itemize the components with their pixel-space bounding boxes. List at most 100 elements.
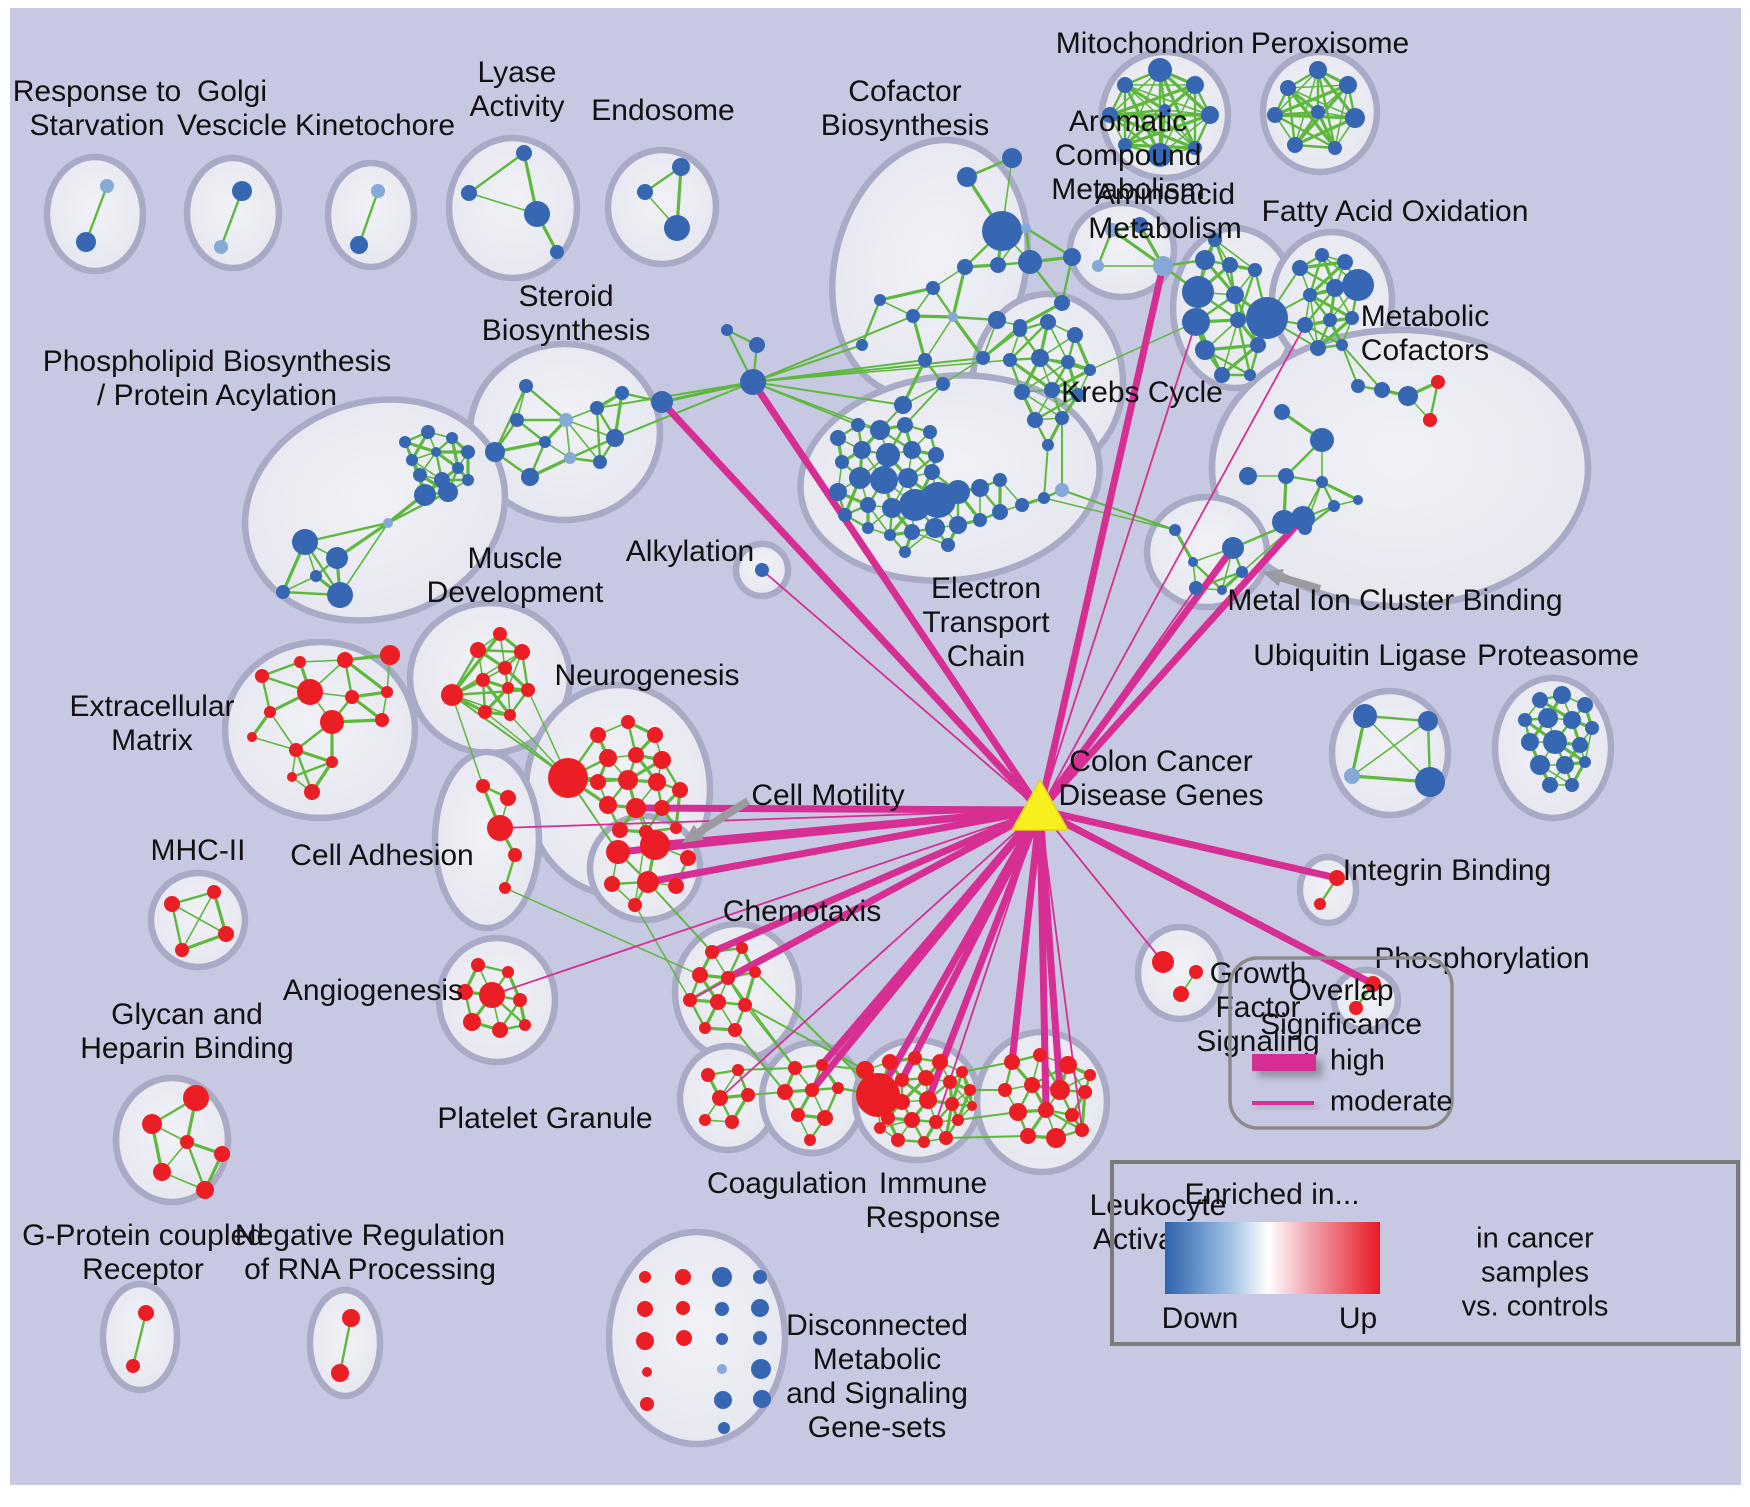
gene-set-node (988, 311, 1006, 329)
gene-set-node (668, 878, 684, 894)
gene-set-node (874, 1122, 886, 1134)
green-edge (752, 359, 926, 383)
cluster-ellipse-disconnected-gene-sets (605, 1228, 789, 1448)
gene-set-node (508, 848, 522, 862)
gene-set-node (471, 958, 485, 972)
gene-set-node (751, 1359, 771, 1379)
gene-set-node (936, 377, 950, 391)
gene-set-node (1353, 704, 1377, 728)
cluster-label-platelet-granule: Platelet Granule (437, 1102, 652, 1135)
gene-set-node (957, 167, 977, 187)
gene-set-node (973, 513, 987, 527)
gene-set-node (1013, 323, 1027, 337)
overlap-edge-high (924, 806, 1044, 1104)
gene-set-node (164, 896, 180, 912)
gene-set-node (516, 145, 532, 161)
green-edge-fatty-acid-oxidation (1308, 260, 1347, 297)
cluster-label-krebs-cycle: Krebs Cycle (1061, 376, 1223, 409)
gene-set-node (640, 1397, 654, 1411)
legend-high-label: high (1330, 1045, 1385, 1077)
gene-set-node (539, 436, 551, 448)
gene-set-node (1553, 686, 1571, 704)
gene-set-node (881, 1111, 895, 1125)
gene-set-node (297, 679, 323, 705)
green-edge-muscle-development (450, 688, 530, 697)
gene-set-node (1297, 317, 1313, 333)
cluster-ellipse-metabolic-cofactors (1208, 326, 1592, 610)
gene-set-node (1044, 382, 1060, 398)
gene-set-node (76, 232, 96, 252)
cluster-ellipse-lyase-activity (445, 134, 581, 282)
gene-set-node (956, 1066, 968, 1078)
gene-set-node (1182, 276, 1214, 308)
gene-set-node (640, 830, 670, 860)
cluster-label-aminoacid-metabolism: Aminoacid Metabolism (1088, 178, 1241, 245)
gene-set-node (1339, 76, 1357, 94)
gene-set-node (898, 468, 918, 488)
gene-set-node (342, 1309, 360, 1327)
gene-set-node (1105, 223, 1119, 237)
cluster-ellipse-phosphorylation (1330, 966, 1402, 1034)
cluster-label-metabolic-cofactors: Metabolic Cofactors (1361, 300, 1489, 367)
gene-set-node (1521, 733, 1539, 751)
gene-set-node (664, 215, 690, 241)
gene-set-node (498, 661, 512, 675)
green-edge-ubiquitin-ligase (1351, 720, 1429, 777)
legends: Overlap Significance high moderate Enriched … (1110, 956, 1740, 1346)
gene-set-node (1431, 375, 1445, 389)
green-edge-mitochondrion (1158, 68, 1197, 150)
cluster-label-metal-ion-cluster-binding: Metal Ion Cluster Binding (1227, 584, 1562, 617)
gene-set-node (894, 396, 912, 414)
gene-set-node (153, 1163, 171, 1181)
gene-set-node (304, 784, 320, 800)
cluster-ellipse-response-starvation (43, 153, 147, 275)
green-edge-phospholipid-protein-acylation (386, 490, 450, 525)
green-edge (957, 1111, 1019, 1121)
gene-set-node (1415, 767, 1445, 797)
green-edge-peroxisome (1294, 69, 1319, 146)
gene-set-node (1291, 506, 1315, 530)
gene-set-node (1182, 308, 1210, 336)
gene-set-node (1336, 339, 1348, 351)
cluster-label-coagulation: Coagulation (707, 1167, 867, 1200)
gene-set-node (1059, 1056, 1077, 1074)
gene-set-node (676, 1330, 692, 1346)
gene-set-node (327, 582, 353, 608)
gene-set-node (860, 497, 876, 513)
green-edge (945, 1135, 1029, 1139)
gene-set-node (500, 790, 516, 806)
legend-moderate-label: moderate (1330, 1086, 1453, 1118)
gene-set-node (721, 971, 735, 985)
gene-set-node (990, 257, 1006, 273)
green-edge-extracellular-matrix (343, 658, 389, 694)
gene-set-node (1244, 369, 1256, 381)
gene-set-node (593, 455, 607, 469)
gene-set-node (1222, 257, 1238, 273)
gene-set-node (142, 1114, 162, 1134)
gene-set-node (853, 441, 871, 459)
gene-set-node (1067, 327, 1083, 343)
gene-set-node (294, 656, 306, 668)
green-edge (634, 904, 691, 1001)
gene-set-node (1132, 217, 1148, 233)
green-edge (752, 381, 904, 406)
moderate-line-shadow (1255, 1104, 1317, 1108)
gene-set-node (255, 669, 269, 683)
cluster-label-electron-transport-chain: Electron Transport Chain (922, 572, 1050, 673)
gene-set-node (716, 1333, 728, 1345)
cluster-label-alkylation: Alkylation (626, 535, 754, 568)
gene-set-node (1542, 777, 1558, 793)
gene-set-node (1033, 1048, 1047, 1062)
gene-set-node (421, 425, 435, 439)
green-edge-phospholipid-protein-acylation (339, 522, 389, 596)
gene-set-node (637, 184, 653, 200)
gene-set-node (642, 1367, 652, 1377)
cluster-label-kinetochore: Kinetochore (295, 109, 455, 142)
gene-set-node (100, 179, 114, 193)
gene-set-node (1148, 58, 1172, 82)
green-edge (744, 1004, 866, 1071)
gene-set-node (1004, 1054, 1020, 1070)
gene-set-node (925, 518, 945, 538)
gene-set-node (383, 518, 393, 528)
green-edge-steroid-biosynthesis (524, 384, 568, 422)
